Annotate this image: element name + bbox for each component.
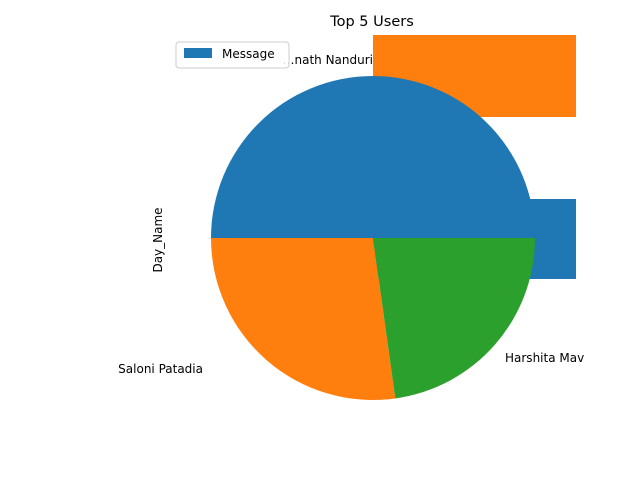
legend-swatch xyxy=(184,48,212,58)
pie-labels: …nath Nanduri Saloni Patadia Harshita Mav xyxy=(118,53,584,376)
pie-label-0: …nath Nanduri xyxy=(282,53,373,67)
pie-slice-2 xyxy=(373,238,535,399)
y-axis-label: Day_Name xyxy=(151,207,165,272)
pie-layer xyxy=(211,76,535,400)
pie-slice-0 xyxy=(211,76,535,238)
chart-title: Top 5 Users xyxy=(329,14,414,30)
legend-label: Message xyxy=(222,47,275,61)
pie-slice-1 xyxy=(211,238,396,400)
pie-label-2: Harshita Mav xyxy=(505,351,584,365)
pie-label-1: Saloni Patadia xyxy=(118,362,203,376)
legend: Message xyxy=(175,41,290,69)
